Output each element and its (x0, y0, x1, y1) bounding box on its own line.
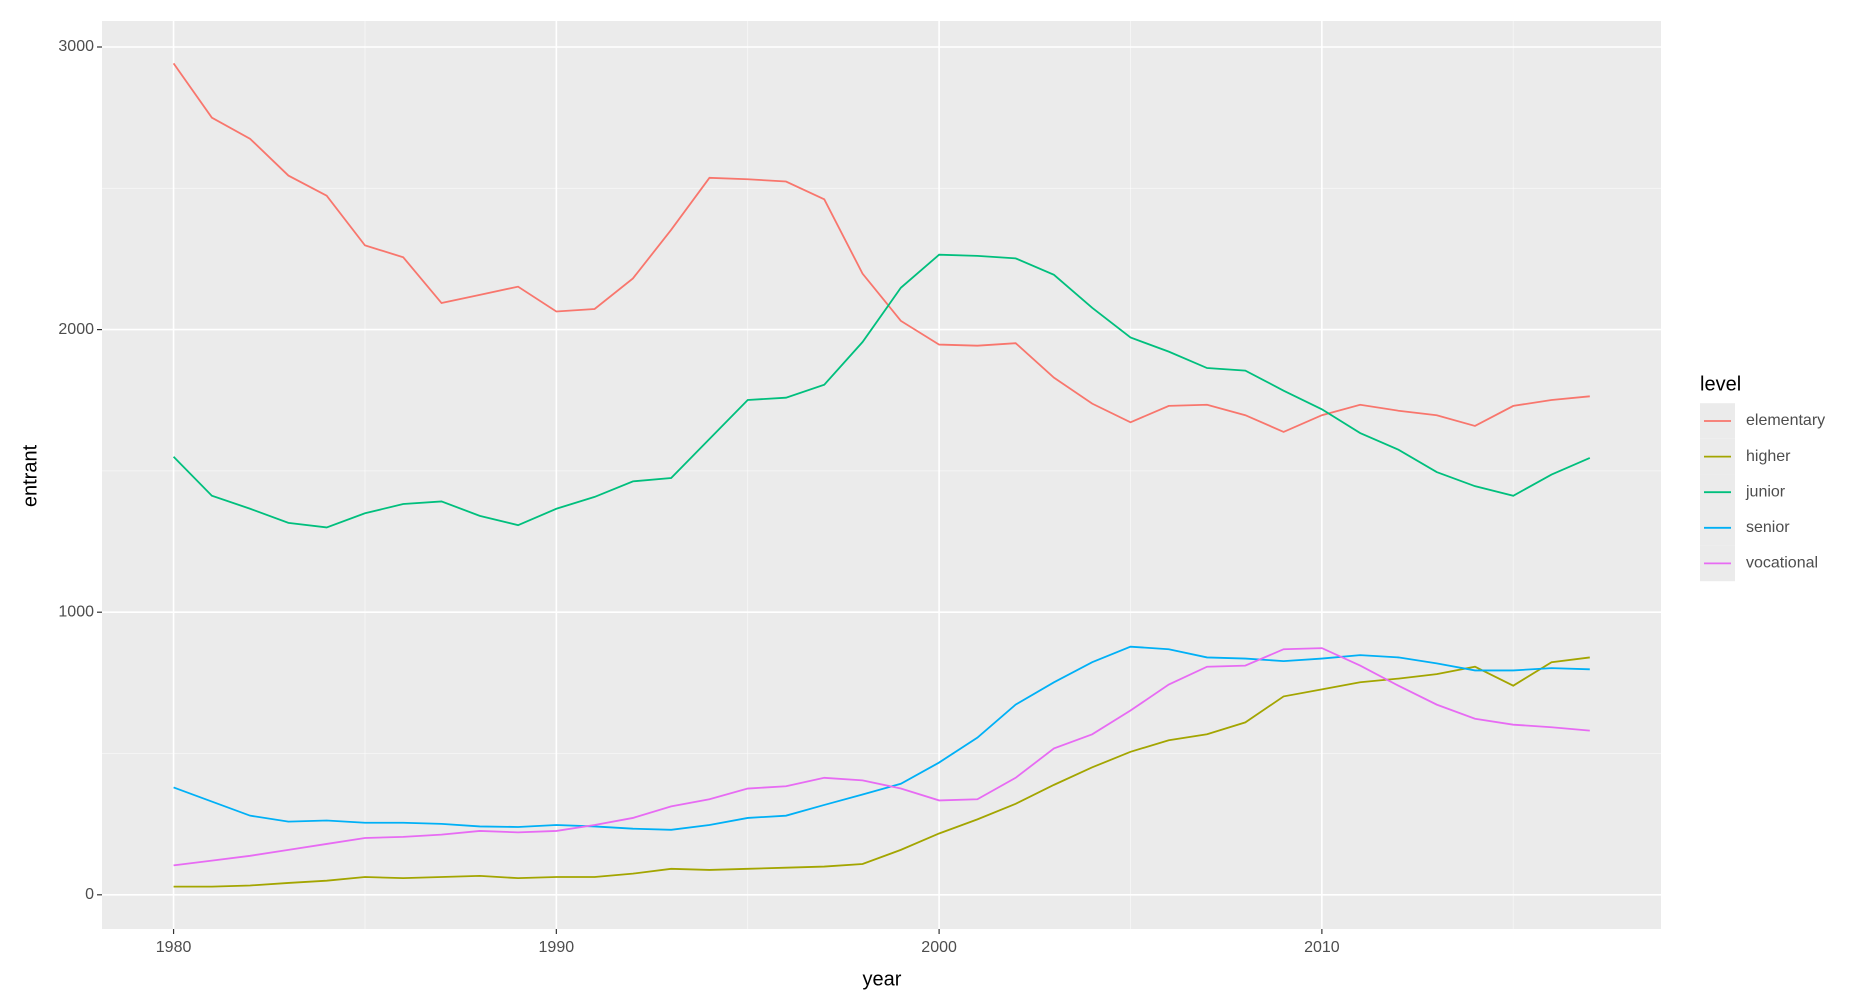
y-tick-label: 3000 (58, 38, 94, 55)
y-axis-title: entrant (19, 444, 41, 507)
x-axis-title: year (863, 968, 902, 990)
panel (102, 21, 1661, 929)
legend-label: senior (1746, 519, 1790, 536)
legend-label: elementary (1746, 412, 1825, 429)
y-tick-label: 2000 (58, 321, 94, 338)
line (173, 647, 1590, 867)
legend-label: vocational (1746, 555, 1818, 572)
line (173, 645, 1590, 831)
y-tick-label: 1000 (58, 603, 94, 620)
y-tick-label: 0 (85, 886, 94, 903)
legend-title: level (1700, 373, 1741, 395)
x-tick-label: 2000 (921, 939, 957, 956)
line (172, 62, 1590, 433)
legend-label: junior (1745, 483, 1786, 500)
line (172, 253, 1591, 529)
x-tick-label: 1980 (156, 939, 192, 956)
x-tick-label: 2010 (1304, 939, 1340, 956)
legend-label: higher (1746, 448, 1791, 465)
line (173, 656, 1590, 888)
x-tick-label: 1990 (539, 939, 575, 956)
